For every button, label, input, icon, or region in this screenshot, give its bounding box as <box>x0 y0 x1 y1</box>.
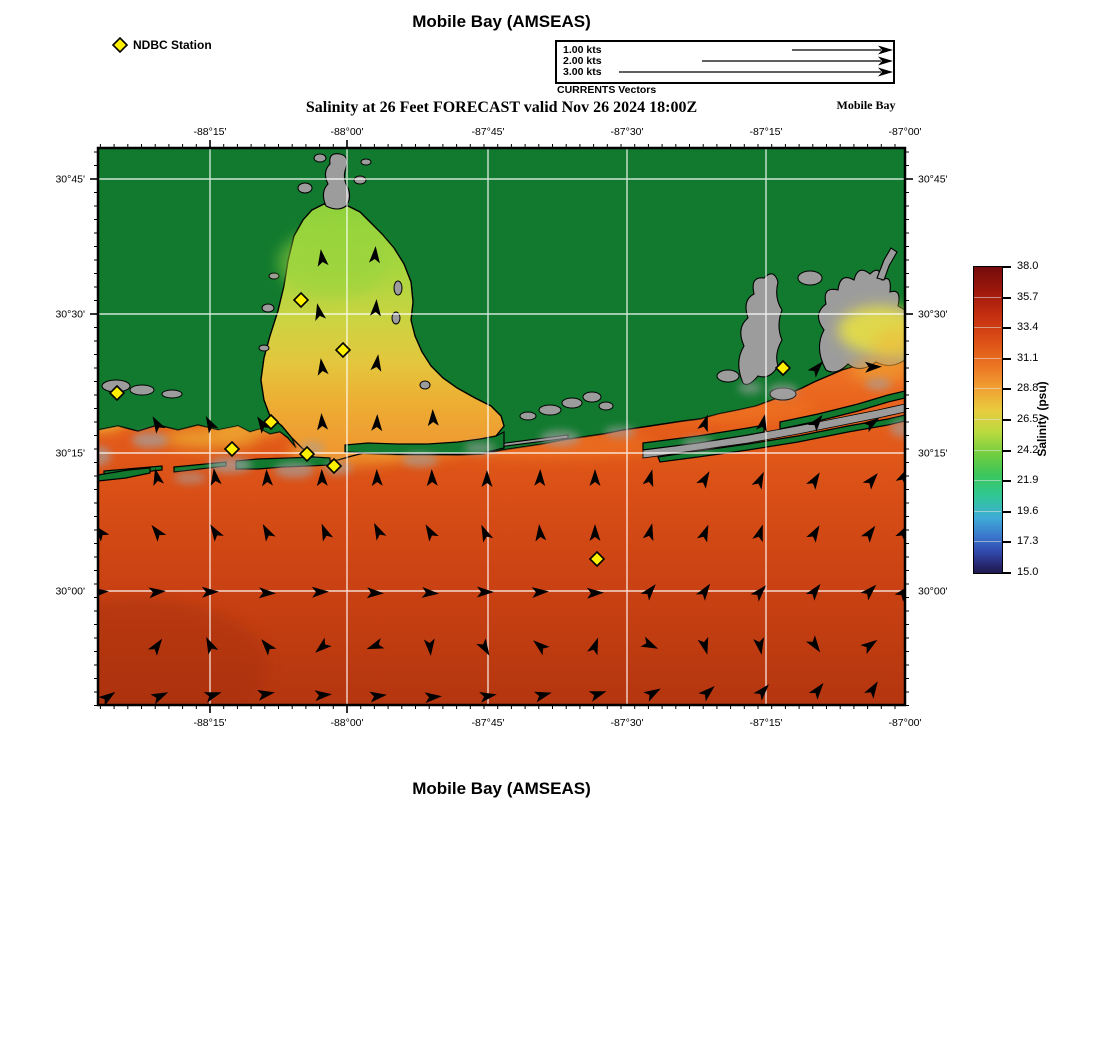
colorbar-title: Salinity (psu) <box>1035 381 1049 457</box>
colorbar-tick-label: 31.1 <box>1017 352 1039 364</box>
forecast-subtitle: Salinity at 26 Feet FORECAST valid Nov 2… <box>305 99 698 116</box>
svg-text:30°15': 30°15' <box>55 448 85 460</box>
svg-text:-88°00': -88°00' <box>330 717 363 729</box>
svg-text:-87°30': -87°30' <box>610 717 643 729</box>
current-vector-arrows <box>98 246 905 705</box>
coastal-haze <box>98 378 905 484</box>
colorbar-tick-label: 21.9 <box>1017 474 1039 486</box>
svg-text:-87°45': -87°45' <box>471 717 504 729</box>
colorbar-gradient <box>973 266 1003 574</box>
svg-text:30°45': 30°45' <box>55 174 85 186</box>
svg-text:-87°15': -87°15' <box>749 717 782 729</box>
ndbc-station-markers <box>108 291 792 568</box>
currents-vector-legend: 1.00 kts 2.00 kts 3.00 kts <box>555 40 895 84</box>
vector-scale-arrows <box>619 45 893 77</box>
vector-speed-label-2: 2.00 kts <box>563 55 602 67</box>
map-svg: -88°15' -88°15' -88°00' -88°00' -87°45' -87°4… <box>55 126 947 729</box>
svg-text:30°30': 30°30' <box>918 309 948 321</box>
vector-speed-label-1: 1.00 kts <box>563 44 602 56</box>
svg-text:-88°15': -88°15' <box>193 126 226 138</box>
axis-tick-labels: -88°15' -88°15' -88°00' -88°00' -87°45' -87°4… <box>55 126 947 729</box>
svg-text:30°45': 30°45' <box>918 174 948 186</box>
svg-text:30°00': 30°00' <box>918 586 948 598</box>
currents-legend-caption: CURRENTS Vectors <box>557 84 657 96</box>
colorbar-tick-label: 28.8 <box>1017 382 1039 394</box>
svg-text:-88°15': -88°15' <box>193 717 226 729</box>
colorbar-tick-label: 17.3 <box>1017 535 1039 547</box>
ndbc-station-legend: NDBC Station <box>112 37 212 53</box>
map-plot: -88°15' -88°15' -88°00' -88°00' -87°45' -87°4… <box>55 126 947 729</box>
svg-text:30°30': 30°30' <box>55 309 85 321</box>
vector-speed-label-3: 3.00 kts <box>563 66 602 78</box>
page-title: Mobile Bay (AMSEAS) <box>412 12 591 31</box>
svg-text:30°00': 30°00' <box>55 586 85 598</box>
svg-text:-87°30': -87°30' <box>610 126 643 138</box>
map-border <box>96 146 907 707</box>
ndbc-station-icon <box>112 37 128 53</box>
colorbar-tick-label: 35.7 <box>1017 291 1039 303</box>
colorbar-tick-label: 19.6 <box>1017 505 1039 517</box>
colorbar-tick-label: 38.0 <box>1017 260 1039 272</box>
svg-text:-87°15': -87°15' <box>749 126 782 138</box>
region-label: Mobile Bay <box>836 98 896 112</box>
colorbar-tick-label: 24.2 <box>1017 444 1039 456</box>
ndbc-station-legend-label: NDBC Station <box>133 38 212 52</box>
axis-ticks <box>90 140 913 713</box>
svg-text:-87°00': -87°00' <box>888 126 921 138</box>
colorbar-tick-label: 26.5 <box>1017 413 1039 425</box>
colorbar-tick-label: 15.0 <box>1017 566 1039 578</box>
salinity-colorbar: 38.0 35.7 33.4 31.1 28.8 26.5 24.2 21.9 19.6 17.3… <box>973 260 1098 596</box>
svg-text:-87°45': -87°45' <box>471 126 504 138</box>
svg-text:30°15': 30°15' <box>918 448 948 460</box>
colorbar-tick-label: 33.4 <box>1017 321 1039 333</box>
svg-text:-87°00': -87°00' <box>888 717 921 729</box>
footer-title: Mobile Bay (AMSEAS) <box>412 779 591 798</box>
svg-text:-88°00': -88°00' <box>330 126 363 138</box>
